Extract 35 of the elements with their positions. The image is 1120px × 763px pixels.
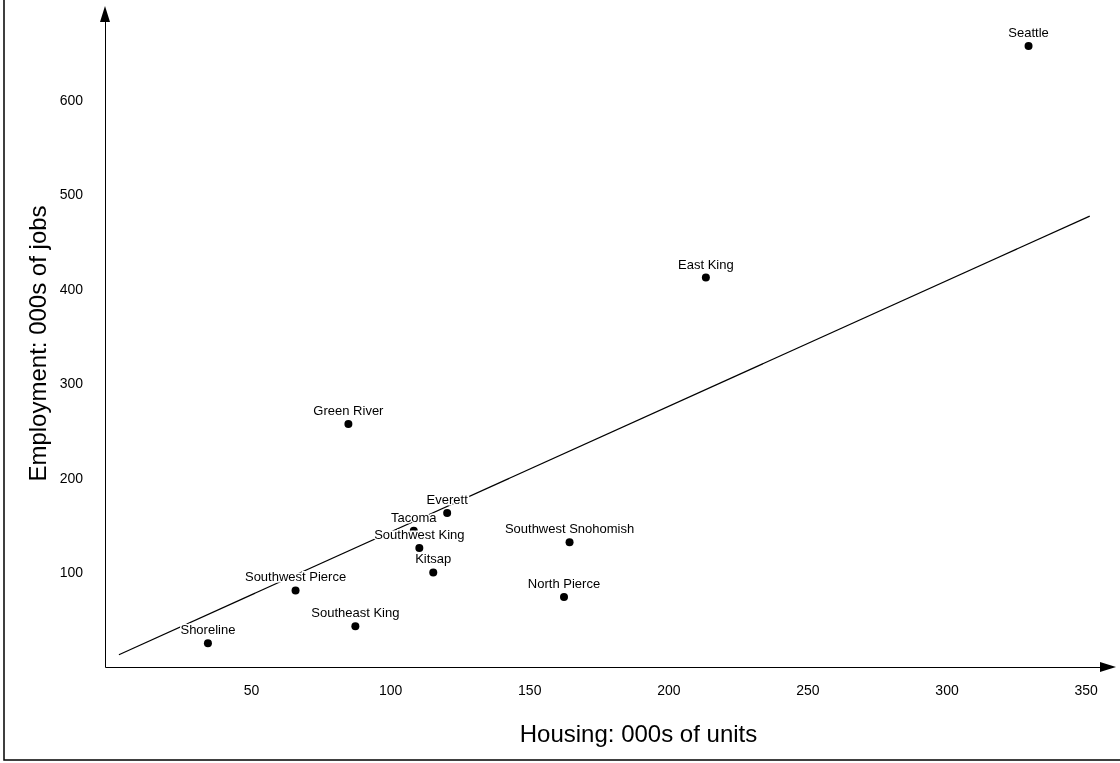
- x-tick-label: 300: [935, 681, 959, 698]
- x-tick-label: 250: [796, 681, 820, 698]
- y-tick-label: 500: [59, 186, 84, 203]
- point: [559, 593, 568, 602]
- point: [415, 543, 424, 552]
- y-axis-title: Employment: 000s of jobs: [24, 205, 51, 482]
- point: [203, 639, 212, 648]
- x-tick-label: 350: [1074, 681, 1098, 698]
- point: [351, 622, 360, 631]
- data-label: Green River: [313, 403, 385, 419]
- y-tick-label: 200: [59, 469, 84, 486]
- point: [1024, 41, 1033, 50]
- point: [443, 508, 452, 517]
- point: [291, 586, 300, 595]
- data-label: East King: [678, 256, 734, 272]
- data-label: Shoreline: [180, 622, 236, 638]
- point: [344, 420, 353, 429]
- point: [701, 273, 710, 282]
- data-label: Southeast King: [311, 605, 400, 621]
- data-label: Kitsap: [415, 551, 452, 567]
- x-tick-label: 200: [657, 681, 681, 698]
- x-axis-title: Housing: 000s of units: [519, 720, 758, 747]
- x-tick-label: 150: [518, 681, 542, 698]
- point: [565, 538, 574, 547]
- x-tick-label: 50: [243, 681, 260, 698]
- data-label: North Pierce: [527, 576, 601, 592]
- point: [429, 568, 438, 577]
- x-tick-label: 100: [378, 681, 403, 698]
- y-tick-label: 300: [59, 375, 84, 392]
- data-label: Southwest Snohomish: [504, 521, 635, 537]
- data-label: Everett: [426, 491, 469, 507]
- y-tick-label: 100: [59, 564, 84, 581]
- y-tick-label: 600: [59, 91, 84, 108]
- y-tick-label: 400: [59, 280, 84, 297]
- data-label: Seattle: [1008, 24, 1049, 40]
